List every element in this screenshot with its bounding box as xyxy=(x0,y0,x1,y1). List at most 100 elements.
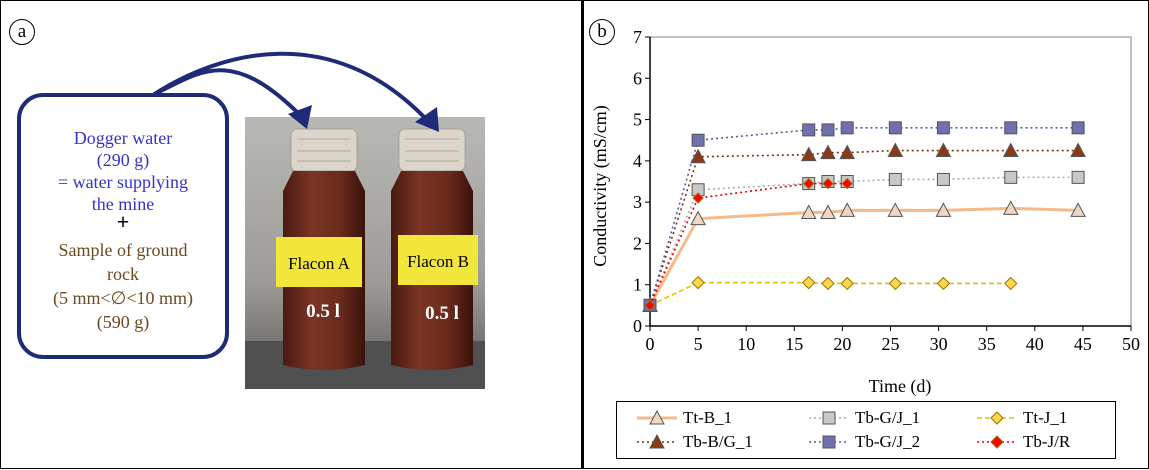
y-tick-label: 5 xyxy=(633,110,642,130)
x-tick-label: 35 xyxy=(978,334,996,354)
x-tick-label: 0 xyxy=(646,334,655,354)
legend-swatch xyxy=(637,433,677,449)
data-point xyxy=(936,121,950,135)
data-point xyxy=(691,275,705,290)
x-tick-label: 50 xyxy=(1122,334,1140,354)
data-point xyxy=(841,177,853,190)
bottle-a xyxy=(276,128,365,370)
legend-swatch xyxy=(977,411,1017,425)
callout-line-4: the mine xyxy=(91,194,155,214)
legend-label: Tb-G/J_2 xyxy=(855,432,921,451)
x-tick-label: 30 xyxy=(930,334,948,354)
legend-label: Tb-J/R xyxy=(1023,432,1071,451)
bottle-b-label-patch xyxy=(398,235,478,285)
data-point xyxy=(1002,200,1019,215)
data-point xyxy=(691,133,705,147)
data-point xyxy=(820,204,836,219)
data-point xyxy=(888,172,902,186)
bottle-b-volume: 0.5 l xyxy=(425,303,459,324)
callout-plus: + xyxy=(116,209,130,234)
y-axis-label: Conductivity (mS/cm) xyxy=(590,105,611,267)
panel-b: b 0 1 2 3 4 5 6 7 0 5 10 15 20 25 30 35 40 45 50 Conductiv… xyxy=(582,0,1149,469)
x-tick-label: 5 xyxy=(694,334,703,354)
series-line xyxy=(648,206,1079,307)
data-point xyxy=(822,177,834,190)
bottle-a-label-patch xyxy=(276,237,362,287)
data-point xyxy=(840,276,854,291)
legend-marker xyxy=(649,409,665,425)
y-tick-label: 6 xyxy=(633,68,642,88)
data-point xyxy=(800,146,817,162)
legend-item: Tb-B/G_1 xyxy=(635,432,795,452)
legend-marker xyxy=(990,435,1004,449)
data-point xyxy=(839,144,856,160)
callout-line-3: = water supplying xyxy=(57,172,189,192)
data-point xyxy=(1004,121,1018,135)
data-point xyxy=(820,144,836,160)
bottle-a-label: Flacon A xyxy=(288,254,351,273)
data-point xyxy=(888,121,902,135)
legend-item: Tt-B_1 xyxy=(635,408,795,428)
panel-a-label: a xyxy=(9,19,35,45)
data-point xyxy=(1071,170,1085,184)
data-point xyxy=(1004,276,1018,291)
arrowhead-b xyxy=(415,107,439,132)
data-point xyxy=(1071,121,1085,135)
legend-item: Tt-J_1 xyxy=(975,408,1135,428)
series-line xyxy=(649,182,848,306)
panel-a: Flacon A Flacon B 0.5 l 0.5 l a Dogger w… xyxy=(0,0,582,469)
legend-swatch xyxy=(809,411,849,425)
legend-swatch xyxy=(977,435,1017,449)
legend-marker xyxy=(822,435,836,449)
callout-line-6: rock xyxy=(107,264,139,284)
callout-line-1: Dogger water xyxy=(73,128,173,148)
x-tick-label: 20 xyxy=(833,334,851,354)
y-tick-label: 2 xyxy=(633,233,642,253)
legend-swatch xyxy=(809,435,849,449)
data-point xyxy=(1004,170,1018,184)
x-axis-label: Time (d) xyxy=(869,376,932,397)
data-point xyxy=(935,142,952,158)
y-tick-label: 3 xyxy=(633,192,642,212)
arrows xyxy=(151,51,428,121)
bottle-b-label: Flacon B xyxy=(407,252,469,271)
legend-label: Tt-B_1 xyxy=(683,408,733,427)
series-4 xyxy=(643,121,1085,312)
data-point xyxy=(692,192,704,204)
data-point xyxy=(644,299,656,312)
data-point xyxy=(839,202,856,217)
data-point xyxy=(690,210,706,226)
series-line xyxy=(649,176,1079,306)
x-tick-label: 25 xyxy=(882,334,900,354)
data-point xyxy=(690,148,706,164)
legend-item: Tb-G/J_2 xyxy=(807,432,967,452)
x-tick-label: 10 xyxy=(737,334,755,354)
y-tick-label: 1 xyxy=(633,275,642,295)
data-point xyxy=(1070,142,1086,158)
series-line xyxy=(649,281,1011,307)
y-tick-label: 0 xyxy=(633,316,642,336)
data-point xyxy=(1002,142,1019,158)
series-0 xyxy=(642,200,1086,312)
callout-line-2: (290 g) xyxy=(96,150,150,170)
legend-label: Tb-G/J_1 xyxy=(855,408,921,427)
bottle-a-volume: 0.5 l xyxy=(306,301,340,322)
series-5 xyxy=(644,177,853,312)
series-2 xyxy=(643,275,1018,313)
legend-marker xyxy=(649,433,665,449)
data-point xyxy=(802,123,816,137)
data-point xyxy=(821,123,835,137)
legend-label: Tt-J_1 xyxy=(1023,408,1068,427)
legend-label: Tb-B/G_1 xyxy=(683,432,753,451)
legend-item: Tb-J/R xyxy=(975,432,1135,452)
x-tick-label: 40 xyxy=(1026,334,1044,354)
legend: Tt-B_1 Tb-G/J_1 Tt-J_1 Tb-B/G_1 Tb-G/J_2 Tb-J… xyxy=(616,401,1116,459)
panel-b-label: b xyxy=(589,19,615,45)
callout-line-8: (590 g) xyxy=(96,312,150,332)
data-point xyxy=(936,276,951,291)
legend-item: Tb-G/J_1 xyxy=(807,408,967,428)
series-3 xyxy=(642,142,1086,312)
data-point xyxy=(935,202,952,217)
